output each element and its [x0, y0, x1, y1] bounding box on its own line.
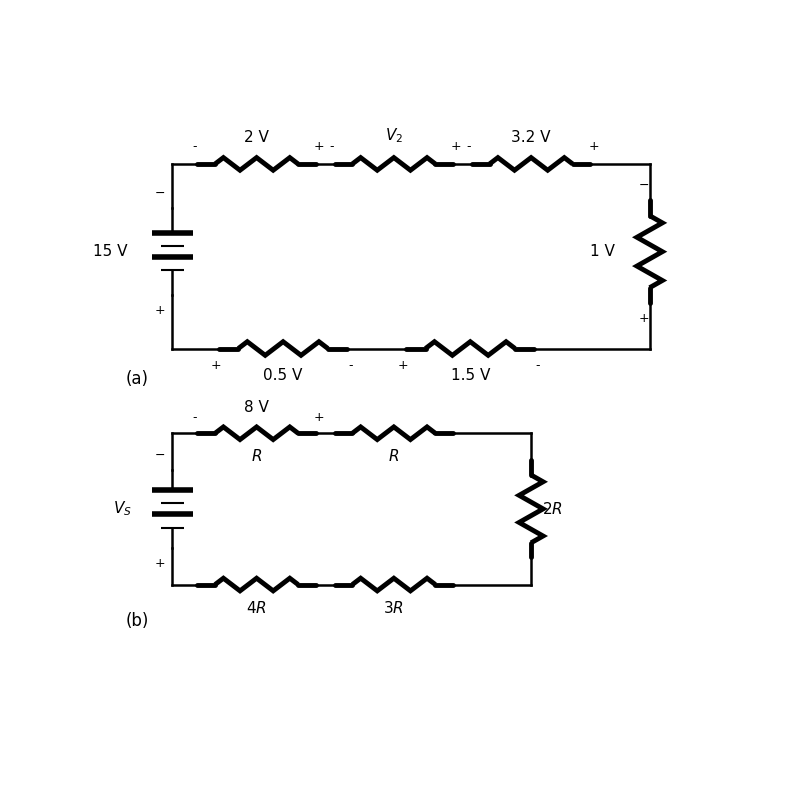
Text: -: -	[329, 140, 334, 153]
Text: +: +	[211, 359, 221, 373]
Text: -: -	[466, 140, 471, 153]
Text: 8 V: 8 V	[244, 400, 269, 415]
Text: +: +	[314, 410, 324, 424]
Text: 4$R$: 4$R$	[246, 600, 267, 615]
Text: $-$: $-$	[638, 178, 649, 191]
Text: $-$: $-$	[155, 186, 166, 199]
Text: +: +	[451, 140, 461, 153]
Text: $+$: $+$	[155, 557, 166, 571]
Text: +: +	[588, 140, 599, 153]
Text: 1.5 V: 1.5 V	[451, 368, 490, 383]
Text: +: +	[398, 359, 408, 373]
Text: $R$: $R$	[388, 448, 399, 465]
Text: $2R$: $2R$	[543, 501, 564, 517]
Text: 3$R$: 3$R$	[383, 600, 404, 615]
Text: $-$: $-$	[155, 447, 166, 461]
Text: $R$: $R$	[251, 448, 262, 465]
Text: +: +	[314, 140, 324, 153]
Text: $V_2$: $V_2$	[385, 126, 402, 145]
Text: -: -	[535, 359, 539, 373]
Text: 1 V: 1 V	[590, 244, 615, 259]
Text: $+$: $+$	[155, 304, 166, 318]
Text: -: -	[348, 359, 353, 373]
Text: (b): (b)	[126, 612, 149, 630]
Text: -: -	[192, 410, 196, 424]
Text: (a): (a)	[126, 369, 149, 387]
Text: -: -	[192, 140, 196, 153]
Text: 0.5 V: 0.5 V	[263, 368, 303, 383]
Text: $+$: $+$	[638, 312, 649, 325]
Text: 3.2 V: 3.2 V	[511, 130, 551, 145]
Text: $V_S$: $V_S$	[113, 500, 132, 518]
Text: 15 V: 15 V	[93, 244, 127, 259]
Text: 2 V: 2 V	[244, 130, 269, 145]
